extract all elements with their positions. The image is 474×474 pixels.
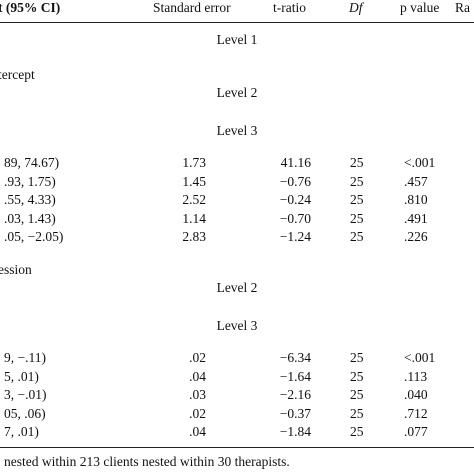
table-cell: −2.16	[279, 387, 311, 402]
column-header: Df	[349, 0, 363, 15]
table-cell: .226	[404, 229, 428, 244]
level-heading: Level 1	[216, 32, 258, 47]
table-cell: .03	[189, 387, 206, 402]
block-label: tercept	[0, 67, 35, 82]
level-heading: Level 3	[216, 318, 258, 333]
table-cell: .05, −2.05)	[4, 229, 64, 244]
table-cell: 25	[350, 210, 364, 226]
table-cell: .03, 1.43)	[4, 210, 56, 226]
table-cell: .93, 1.75)	[4, 173, 56, 189]
table-cell: 1.73	[182, 155, 206, 170]
level-heading: Level 2	[216, 280, 258, 295]
table-cell: 9, −.11)	[4, 350, 46, 365]
bottom-rule	[0, 447, 474, 448]
table-cell: −0.37	[279, 405, 311, 421]
table-cell: 25	[350, 229, 364, 244]
table-cell: .02	[189, 350, 206, 365]
table-cell: −0.76	[279, 173, 311, 189]
table-cell: −6.34	[279, 350, 311, 365]
column-header: p value	[400, 0, 440, 15]
level-heading: Level 2	[216, 85, 258, 100]
table-cell: 25	[350, 192, 364, 207]
table-cell: −1.24	[279, 229, 311, 244]
table-cell: <.001	[404, 350, 436, 365]
table-cell: .040	[404, 387, 428, 402]
column-header: Standard error	[153, 0, 231, 15]
header-rule	[0, 22, 474, 23]
table-cell: 25	[350, 387, 364, 402]
table-cell: 25	[350, 155, 364, 170]
table-cell: 25	[350, 405, 364, 421]
table-cell: <.001	[404, 155, 436, 170]
column-header: t-ratio	[273, 0, 306, 15]
table-cell: .113	[404, 368, 428, 384]
table-cell: 1.45	[182, 173, 206, 189]
table-cell: .55, 4.33)	[4, 192, 56, 207]
footnote: nested within 213 clients nested within …	[4, 454, 290, 469]
table-cell: −0.70	[279, 210, 311, 226]
table-cell: −1.64	[279, 368, 311, 384]
table-cell: .04	[189, 424, 206, 439]
column-header: Ra	[455, 0, 470, 15]
table-cell: .04	[189, 368, 206, 384]
block-label: ession	[0, 262, 32, 277]
table-cell: 5, .01)	[4, 368, 39, 384]
table-cell: −1.84	[279, 424, 311, 439]
table-cell: .077	[404, 424, 428, 439]
table-cell: .810	[404, 192, 428, 207]
table-cell: 05, .06)	[4, 405, 46, 421]
table-cell: 7, .01)	[4, 424, 39, 439]
table-cell: 2.52	[182, 192, 206, 207]
table-cell: 3, −.01)	[4, 387, 47, 402]
table-cell: .491	[404, 210, 428, 226]
table-cell: 25	[350, 173, 364, 189]
table-cell: 25	[350, 368, 364, 384]
column-header: t (95% CI)	[0, 0, 61, 15]
table-cell: .02	[189, 405, 206, 421]
table-cell: 25	[350, 350, 364, 365]
table-cell: 1.14	[182, 210, 206, 226]
table-cell: 41.16	[280, 155, 311, 170]
table-cell: 2.83	[182, 229, 206, 244]
table-cell: 25	[350, 424, 364, 439]
level-heading: Level 3	[216, 123, 258, 138]
table-cell: −0.24	[279, 192, 311, 207]
table-cell: .712	[404, 405, 428, 421]
table-cell: .457	[404, 173, 428, 189]
table-cell: 89, 74.67)	[4, 155, 60, 170]
